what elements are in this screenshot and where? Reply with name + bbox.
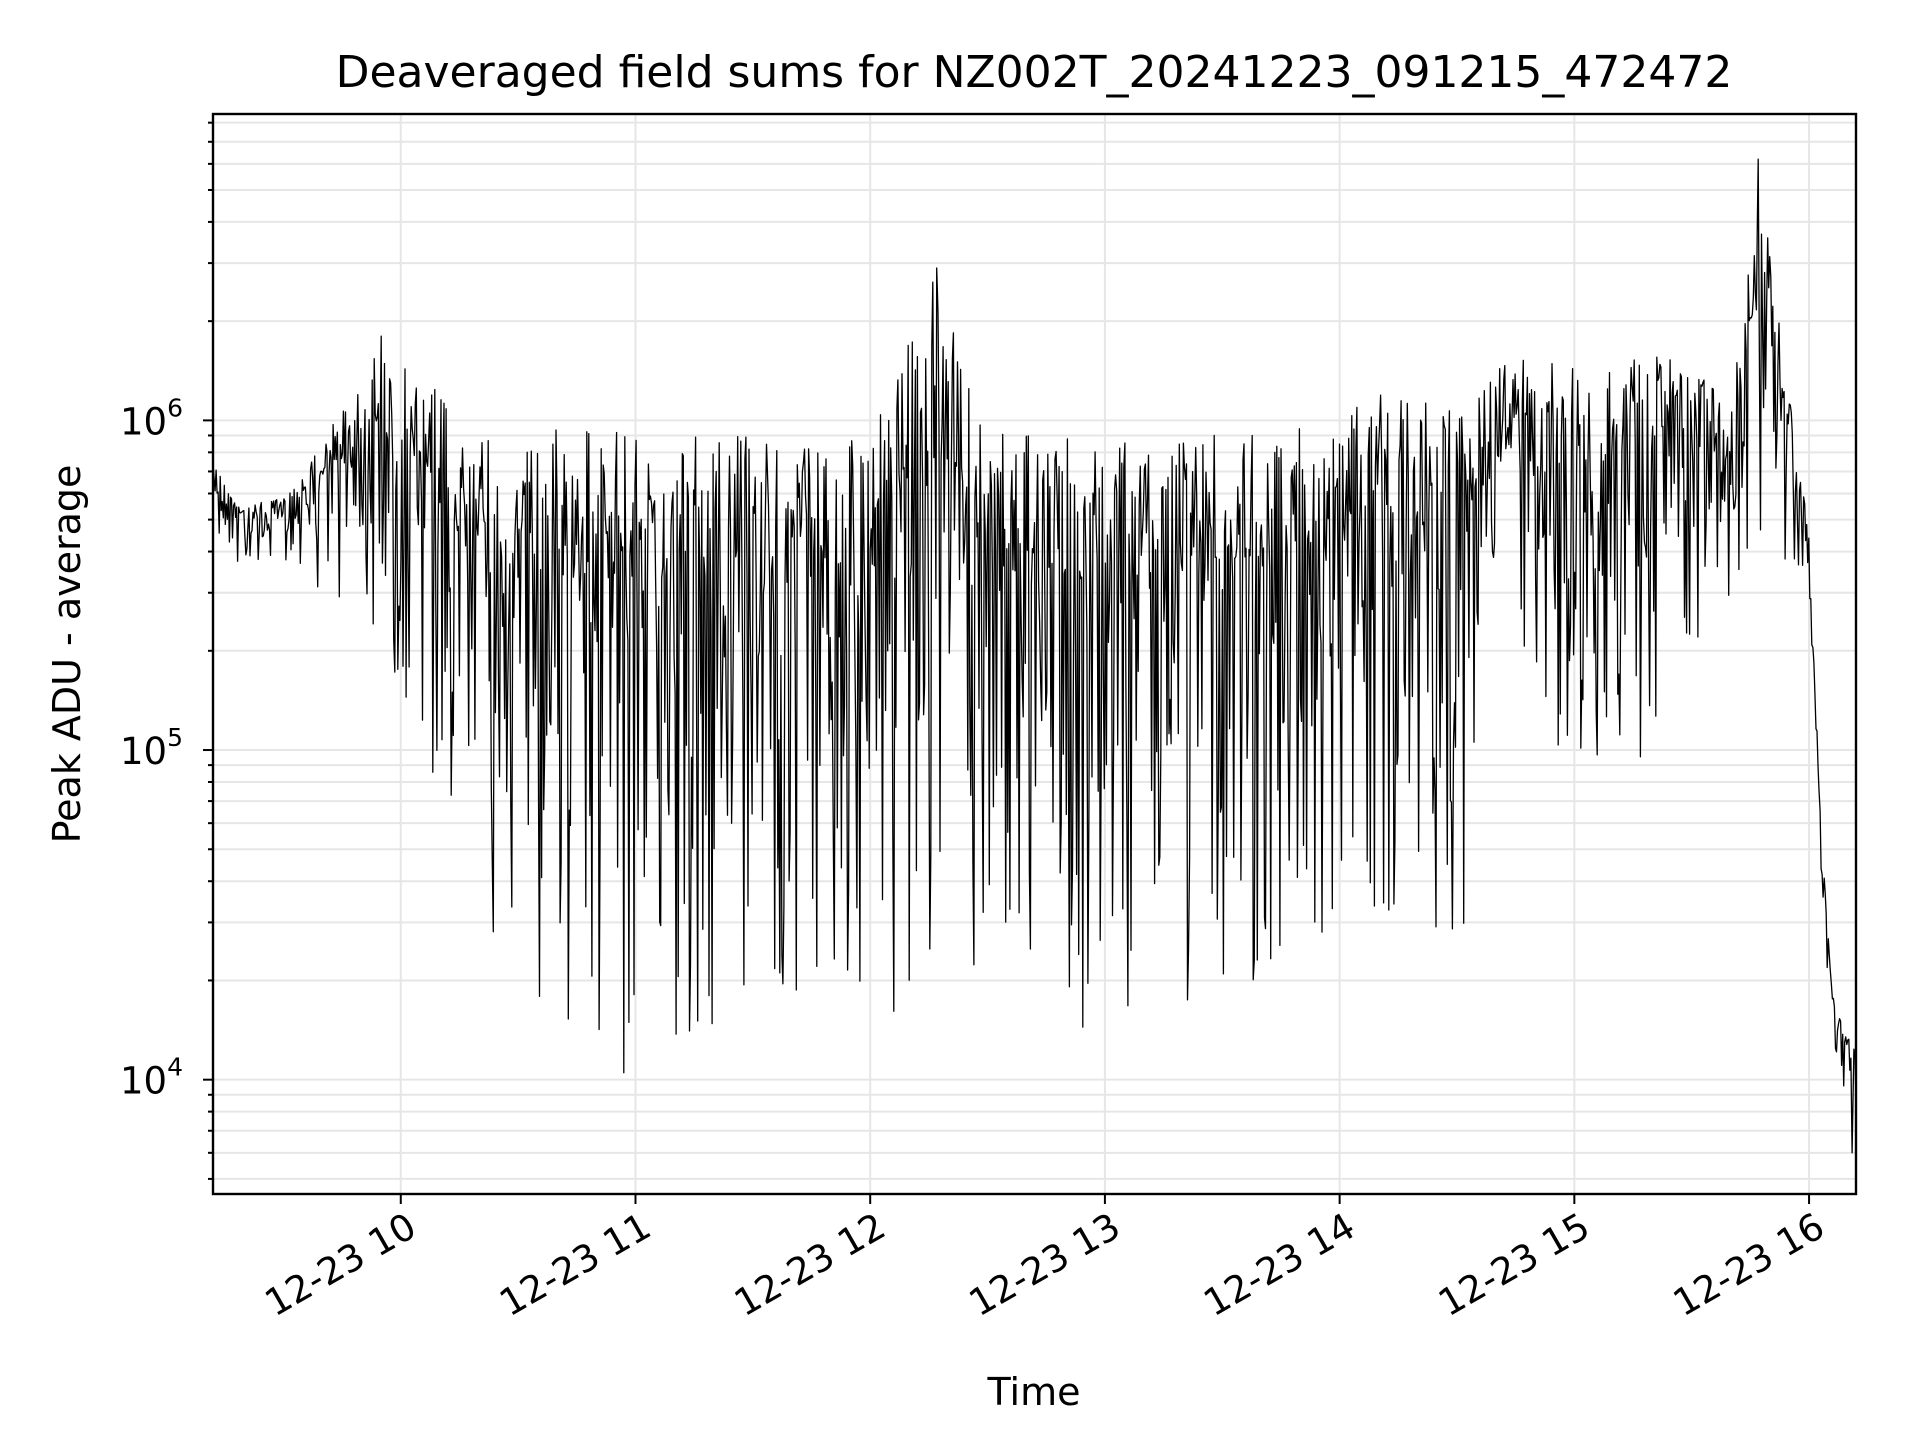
- y-tick-label: 105: [120, 723, 183, 773]
- chart-title: Deaveraged field sums for NZ002T_2024122…: [336, 47, 1733, 98]
- y-axis-label: Peak ADU - average: [45, 465, 89, 844]
- series-layer: [212, 158, 1857, 1154]
- series-line: [212, 158, 1857, 1154]
- y-tick-label: 104: [120, 1053, 183, 1103]
- plot-frame: [211, 112, 1858, 1196]
- x-axis-label: Time: [987, 1370, 1081, 1414]
- y-axis: 104 105 106: [120, 121, 213, 1180]
- y-tick-label: 106: [120, 393, 183, 443]
